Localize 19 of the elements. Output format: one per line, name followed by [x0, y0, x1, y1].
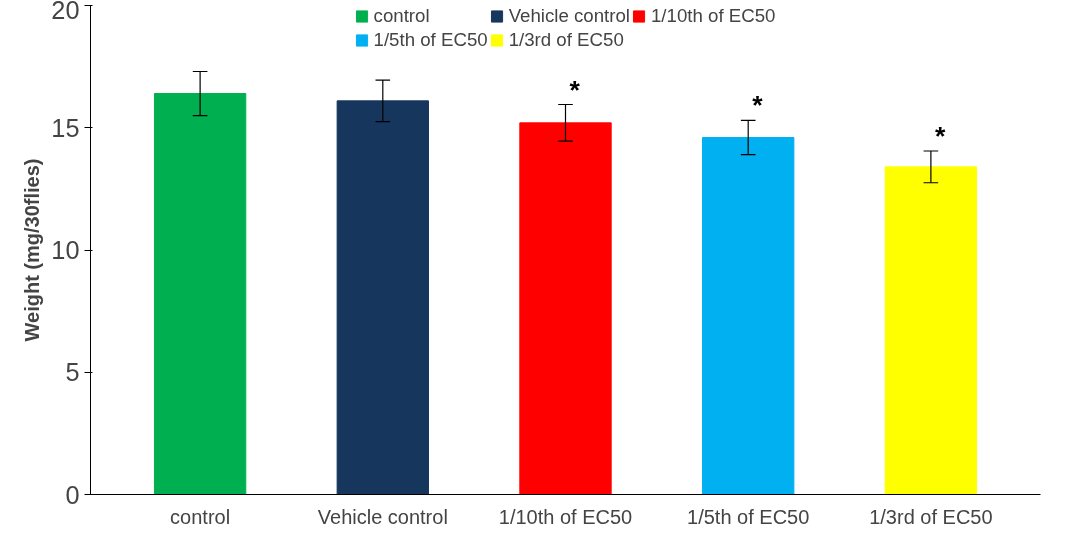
annotation: *	[752, 90, 764, 121]
annotation: *	[569, 74, 581, 105]
y-tick-label: 10	[51, 236, 80, 264]
annotation: *	[934, 120, 946, 151]
y-tick-label: 15	[51, 113, 80, 142]
x-tick-label: 1/5th of EC50	[687, 505, 810, 528]
legend-label: control	[373, 5, 430, 27]
y-tick-label: 20	[51, 0, 80, 24]
x-tick-label: control	[170, 505, 231, 528]
y-tick-label: 0	[65, 480, 80, 509]
legend-label: 1/3rd of EC50	[508, 29, 624, 51]
x-tick-label: 1/3rd of EC50	[869, 505, 993, 528]
x-tick-label: 1/10th of EC50	[498, 505, 633, 528]
y-tick-label: 5	[65, 358, 80, 387]
legend-label: 1/10th of EC50	[650, 5, 776, 27]
legend-label: Vehicle control	[508, 5, 630, 27]
legend-label: 1/5th of EC50	[373, 29, 488, 51]
x-tick-label: Vehicle control	[317, 505, 448, 528]
y-axis-title: Weight (mg/30flies)	[21, 158, 44, 342]
